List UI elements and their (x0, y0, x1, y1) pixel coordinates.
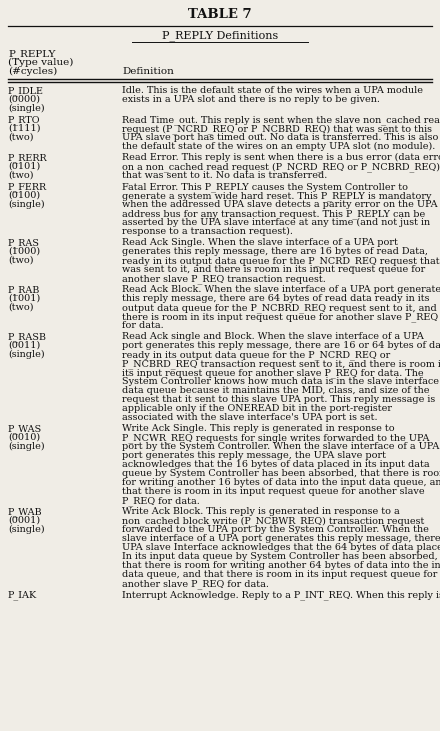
Text: P_FERR: P_FERR (8, 182, 47, 192)
Text: port generates this reply message, the UPA slave port: port generates this reply message, the U… (122, 451, 386, 460)
Text: (1111): (1111) (8, 124, 40, 133)
Text: Read Time_out. This reply is sent when the slave non_cached read: Read Time_out. This reply is sent when t… (122, 115, 440, 125)
Text: Fatal Error. This P_REPLY causes the System Controller to: Fatal Error. This P_REPLY causes the Sys… (122, 182, 408, 192)
Text: its input request queue for another slave P_REQ for data. The: its input request queue for another slav… (122, 368, 424, 378)
Text: another slave P_REQ transaction request.: another slave P_REQ transaction request. (122, 274, 326, 284)
Text: UPA slave Interface acknowledges that the 64 bytes of data placed: UPA slave Interface acknowledges that th… (122, 543, 440, 552)
Text: this reply message, there are 64 bytes of read data ready in its: this reply message, there are 64 bytes o… (122, 294, 429, 303)
Text: Read Error. This reply is sent when there is a bus error (data error): Read Error. This reply is sent when ther… (122, 153, 440, 162)
Text: request (P_NCRD_REQ or P_NCBRD_REQ) that was sent to this: request (P_NCRD_REQ or P_NCBRD_REQ) that… (122, 124, 432, 134)
Text: (0001): (0001) (8, 516, 40, 525)
Text: P_IDLE: P_IDLE (8, 86, 44, 96)
Text: that was sent to it. No data is transferred.: that was sent to it. No data is transfer… (122, 171, 327, 180)
Text: ready in its output data queue for the P_NCRD_REQ or: ready in its output data queue for the P… (122, 350, 390, 360)
Text: P_RTO: P_RTO (8, 115, 40, 125)
Text: (0011): (0011) (8, 341, 40, 350)
Text: Read Ack single and Block. When the slave interface of a UPA: Read Ack single and Block. When the slav… (122, 332, 424, 341)
Text: slave interface of a UPA port generates this reply message, there: slave interface of a UPA port generates … (122, 534, 440, 543)
Text: Write Ack Single. This reply is generated in response to: Write Ack Single. This reply is generate… (122, 424, 395, 433)
Text: Write Ack Block. This reply is generated in response to a: Write Ack Block. This reply is generated… (122, 507, 400, 516)
Text: P_REQ for data.: P_REQ for data. (122, 496, 200, 506)
Text: Read Ack Single. When the slave interface of a UPA port: Read Ack Single. When the slave interfac… (122, 238, 398, 247)
Text: for data.: for data. (122, 321, 164, 330)
Text: output data queue for the P_NCBRD_REQ request sent to it, and: output data queue for the P_NCBRD_REQ re… (122, 303, 437, 313)
Text: (single): (single) (8, 200, 44, 209)
Text: (0101): (0101) (8, 162, 40, 171)
Text: the default state of the wires on an empty UPA slot (no module).: the default state of the wires on an emp… (122, 142, 435, 151)
Text: exists in a UPA slot and there is no reply to be given.: exists in a UPA slot and there is no rep… (122, 95, 380, 104)
Text: P_RAS: P_RAS (8, 238, 40, 248)
Text: non_cached block write (P_NCBWR_REQ) transaction request: non_cached block write (P_NCBWR_REQ) tra… (122, 516, 424, 526)
Text: another slave P_REQ for data.: another slave P_REQ for data. (122, 579, 269, 588)
Text: Read Ack Block. When the slave interface of a UPA port generates: Read Ack Block. When the slave interface… (122, 285, 440, 294)
Text: P_REPLY: P_REPLY (8, 49, 55, 58)
Text: that there is room for writing another 64 bytes of data into the input: that there is room for writing another 6… (122, 561, 440, 570)
Text: (two): (two) (8, 133, 33, 142)
Text: asserted by the UPA slave interface at any time (and not just in: asserted by the UPA slave interface at a… (122, 218, 430, 227)
Text: P_RERR: P_RERR (8, 153, 48, 163)
Text: (single): (single) (8, 350, 44, 359)
Text: P_RASB: P_RASB (8, 332, 47, 341)
Text: associated with the slave interface's UPA port is set.: associated with the slave interface's UP… (122, 413, 378, 422)
Text: P_RAB: P_RAB (8, 285, 40, 295)
Text: UPA slave port has timed out. No data is transferred. This is also: UPA slave port has timed out. No data is… (122, 133, 438, 142)
Text: P_NCBRD_REQ transaction request sent to it, and there is room in: P_NCBRD_REQ transaction request sent to … (122, 359, 440, 368)
Text: System Controller knows how much data is in the slave interface': System Controller knows how much data is… (122, 377, 440, 386)
Text: applicable only if the ONEREAD bit in the port-register: applicable only if the ONEREAD bit in th… (122, 404, 392, 413)
Text: Idle. This is the default state of the wires when a UPA module: Idle. This is the default state of the w… (122, 86, 423, 95)
Text: data queue, and that there is room in its input request queue for: data queue, and that there is room in it… (122, 570, 437, 579)
Text: port generates this reply message, there are 16 or 64 bytes of data: port generates this reply message, there… (122, 341, 440, 350)
Text: forwarded to the UPA port by the System Controller. When the: forwarded to the UPA port by the System … (122, 525, 429, 534)
Text: (0010): (0010) (8, 433, 40, 442)
Text: (#cycles): (#cycles) (8, 67, 57, 76)
Text: port by the System Controller. When the slave interface of a UPA: port by the System Controller. When the … (122, 442, 440, 451)
Text: (1001): (1001) (8, 294, 40, 303)
Text: Interrupt Acknowledge. Reply to a P_INT_REQ. When this reply is: Interrupt Acknowledge. Reply to a P_INT_… (122, 590, 440, 599)
Text: on a non_cached read request (P_NCRD_REQ or P_NCBRD_REQ): on a non_cached read request (P_NCRD_REQ… (122, 162, 440, 172)
Text: address bus for any transaction request. This P_REPLY can be: address bus for any transaction request.… (122, 209, 425, 219)
Text: when the addressed UPA slave detects a parity error on the UPA: when the addressed UPA slave detects a p… (122, 200, 438, 209)
Text: was sent to it, and there is room in its input request queue for: was sent to it, and there is room in its… (122, 265, 425, 274)
Text: generate a system wide hard reset. This P_REPLY is mandatory: generate a system wide hard reset. This … (122, 191, 432, 201)
Text: (Type value): (Type value) (8, 58, 73, 67)
Text: (two): (two) (8, 171, 33, 180)
Text: In its input data queue by System Controller has been absorbed,: In its input data queue by System Contro… (122, 552, 438, 561)
Text: (0100): (0100) (8, 191, 40, 200)
Text: Definition: Definition (122, 67, 174, 76)
Text: ready in its output data queue for the P_NCRD_REQ request that: ready in its output data queue for the P… (122, 256, 440, 265)
Text: generates this reply message, there are 16 bytes of read Data,: generates this reply message, there are … (122, 247, 428, 256)
Text: (1000): (1000) (8, 247, 40, 256)
Text: response to a transaction request).: response to a transaction request). (122, 227, 293, 236)
Text: (two): (two) (8, 303, 33, 312)
Text: (two): (two) (8, 256, 33, 265)
Text: TABLE 7: TABLE 7 (188, 8, 252, 21)
Text: acknowledges that the 16 bytes of data placed in its input data: acknowledges that the 16 bytes of data p… (122, 460, 429, 469)
Text: that there is room in its input request queue for another slave: that there is room in its input request … (122, 487, 425, 496)
Text: request that it sent to this slave UPA port. This reply message is: request that it sent to this slave UPA p… (122, 395, 435, 404)
Text: there is room in its input request queue for another slave P_REQ: there is room in its input request queue… (122, 312, 438, 322)
Text: (single): (single) (8, 525, 44, 534)
Text: P_WAB: P_WAB (8, 507, 43, 517)
Text: P_IAK: P_IAK (8, 590, 37, 599)
Text: queue by System Controller has been absorbed, that there is room: queue by System Controller has been abso… (122, 469, 440, 478)
Text: data queue because it maintains the MID, class, and size of the: data queue because it maintains the MID,… (122, 386, 429, 395)
Text: for writing another 16 bytes of data into the input data queue, and: for writing another 16 bytes of data int… (122, 478, 440, 487)
Text: P_REPLY Definitions: P_REPLY Definitions (162, 30, 278, 41)
Text: (single): (single) (8, 442, 44, 451)
Text: P_WAS: P_WAS (8, 424, 42, 433)
Text: (0000): (0000) (8, 95, 40, 104)
Text: (single): (single) (8, 104, 44, 113)
Text: P_NCWR_REQ requests for single writes forwarded to the UPA: P_NCWR_REQ requests for single writes fo… (122, 433, 429, 443)
